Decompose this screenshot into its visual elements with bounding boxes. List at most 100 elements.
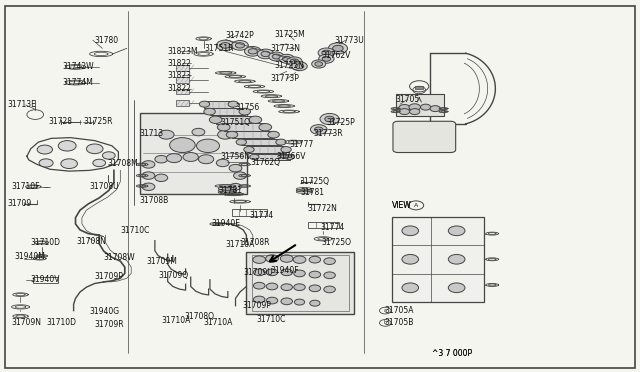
Circle shape bbox=[230, 183, 241, 190]
Circle shape bbox=[281, 284, 292, 291]
Bar bbox=[224, 123, 266, 131]
Circle shape bbox=[282, 56, 291, 61]
Circle shape bbox=[410, 109, 420, 115]
Text: 31751Q: 31751Q bbox=[221, 118, 251, 126]
Text: 31773R: 31773R bbox=[314, 129, 343, 138]
Circle shape bbox=[250, 154, 259, 160]
Text: 31772N: 31772N bbox=[307, 204, 337, 213]
Text: 31709: 31709 bbox=[8, 199, 32, 208]
Circle shape bbox=[159, 130, 174, 139]
Text: 31725O: 31725O bbox=[321, 238, 351, 247]
Circle shape bbox=[232, 41, 248, 50]
Circle shape bbox=[93, 159, 106, 167]
Text: 31709P: 31709P bbox=[242, 301, 271, 310]
Circle shape bbox=[324, 116, 335, 122]
Circle shape bbox=[292, 62, 307, 71]
Text: 31725N: 31725N bbox=[274, 61, 304, 70]
Circle shape bbox=[318, 48, 335, 58]
Circle shape bbox=[257, 49, 274, 59]
Text: a: a bbox=[384, 308, 387, 313]
Text: 31713E: 31713E bbox=[8, 100, 36, 109]
Circle shape bbox=[259, 124, 271, 131]
Circle shape bbox=[324, 258, 335, 264]
Text: 31823: 31823 bbox=[168, 71, 192, 80]
Text: 31773U: 31773U bbox=[334, 36, 364, 45]
Circle shape bbox=[198, 155, 214, 164]
Text: 31940E: 31940E bbox=[211, 219, 240, 228]
Circle shape bbox=[266, 283, 278, 290]
Circle shape bbox=[280, 255, 293, 262]
Circle shape bbox=[218, 124, 230, 131]
Text: 31725R: 31725R bbox=[83, 117, 113, 126]
Bar bbox=[232, 131, 274, 138]
Text: 31705A: 31705A bbox=[384, 306, 413, 315]
Circle shape bbox=[199, 101, 210, 107]
Circle shape bbox=[234, 172, 246, 179]
Circle shape bbox=[269, 52, 284, 61]
Circle shape bbox=[37, 145, 52, 154]
Circle shape bbox=[294, 270, 305, 277]
Bar bbox=[140, 113, 247, 194]
Text: 31710D: 31710D bbox=[46, 318, 76, 327]
Circle shape bbox=[448, 283, 465, 293]
Circle shape bbox=[287, 57, 302, 66]
Text: 31756N: 31756N bbox=[221, 153, 251, 161]
Bar bbox=[205, 101, 234, 108]
Bar bbox=[232, 209, 268, 216]
Circle shape bbox=[309, 285, 321, 292]
Circle shape bbox=[290, 59, 299, 64]
Bar bbox=[241, 139, 281, 145]
Circle shape bbox=[155, 155, 168, 163]
Circle shape bbox=[402, 254, 419, 264]
Circle shape bbox=[448, 226, 465, 235]
Circle shape bbox=[328, 43, 348, 54]
Circle shape bbox=[402, 283, 419, 293]
Circle shape bbox=[204, 108, 215, 115]
Text: 31708R: 31708R bbox=[240, 238, 269, 247]
Circle shape bbox=[310, 125, 327, 134]
Text: 31742W: 31742W bbox=[63, 62, 94, 71]
FancyBboxPatch shape bbox=[393, 121, 456, 153]
Bar bbox=[249, 146, 286, 153]
Circle shape bbox=[324, 272, 335, 279]
Circle shape bbox=[39, 159, 53, 167]
Text: 31710C: 31710C bbox=[256, 315, 285, 324]
Circle shape bbox=[285, 154, 294, 160]
Circle shape bbox=[142, 172, 155, 179]
Circle shape bbox=[155, 174, 168, 182]
Text: 31822: 31822 bbox=[168, 59, 191, 68]
Text: 31823M: 31823M bbox=[168, 47, 198, 56]
Bar bbox=[396, 94, 444, 116]
Bar bbox=[176, 89, 189, 94]
Circle shape bbox=[322, 50, 331, 55]
Text: 31725Q: 31725Q bbox=[300, 177, 330, 186]
Circle shape bbox=[216, 40, 234, 51]
Text: 31940M: 31940M bbox=[14, 252, 45, 261]
Circle shape bbox=[266, 269, 278, 276]
Circle shape bbox=[218, 130, 233, 139]
Circle shape bbox=[253, 296, 265, 303]
Bar bbox=[176, 65, 189, 71]
Text: 31781: 31781 bbox=[219, 186, 243, 195]
Text: 31705: 31705 bbox=[396, 95, 420, 104]
Circle shape bbox=[276, 139, 286, 145]
Circle shape bbox=[399, 105, 410, 111]
Circle shape bbox=[86, 144, 103, 154]
Circle shape bbox=[142, 161, 155, 168]
Text: 31709Q: 31709Q bbox=[159, 271, 189, 280]
Circle shape bbox=[281, 147, 291, 153]
Text: 31710F: 31710F bbox=[12, 182, 40, 191]
Circle shape bbox=[239, 108, 251, 115]
Text: b: b bbox=[384, 320, 387, 326]
Circle shape bbox=[312, 60, 326, 68]
Circle shape bbox=[409, 104, 420, 110]
Text: 31708N: 31708N bbox=[77, 237, 107, 246]
Circle shape bbox=[229, 164, 242, 172]
Circle shape bbox=[266, 297, 278, 304]
Circle shape bbox=[236, 139, 246, 145]
Text: 31709M: 31709M bbox=[146, 257, 177, 266]
Text: 31940F: 31940F bbox=[270, 266, 299, 275]
Circle shape bbox=[315, 62, 323, 66]
Circle shape bbox=[227, 131, 238, 138]
Circle shape bbox=[253, 256, 266, 263]
